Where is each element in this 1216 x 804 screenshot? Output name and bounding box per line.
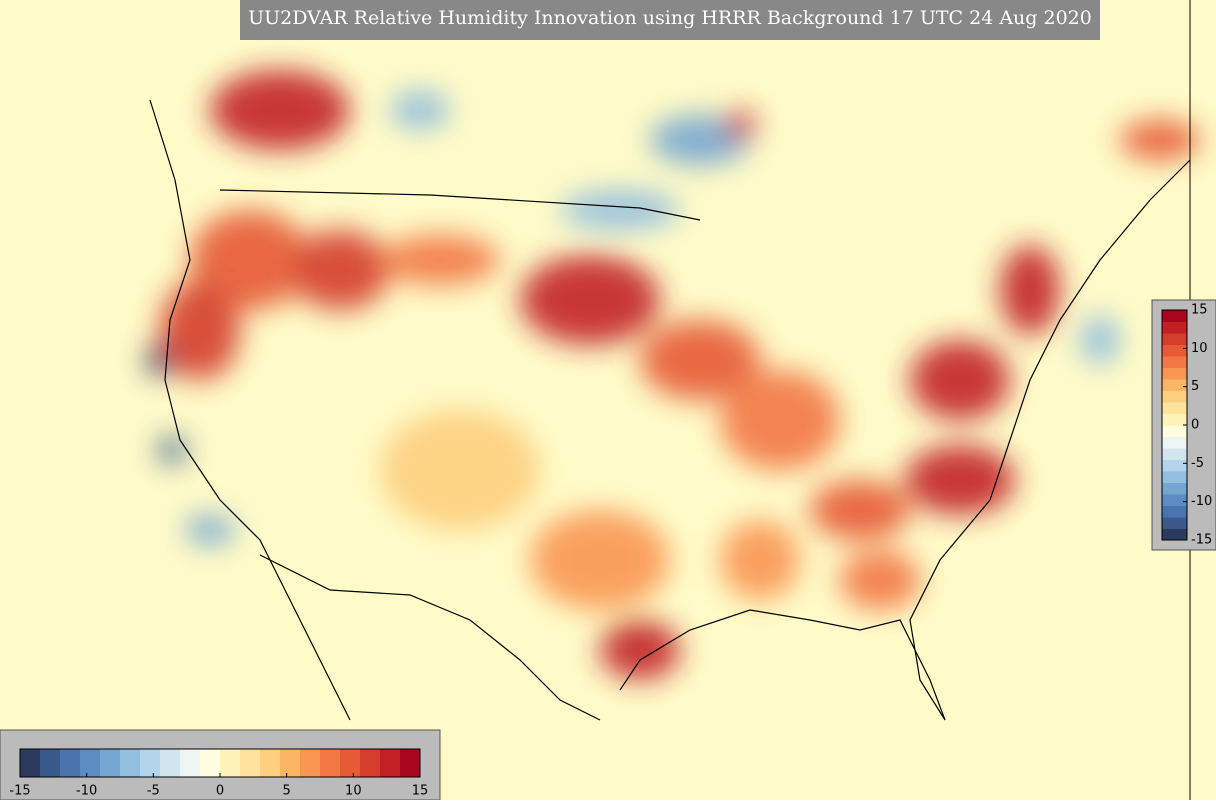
tick-label: 15 bbox=[412, 784, 429, 799]
tick-label: 0 bbox=[1191, 418, 1199, 433]
tick-label: -5 bbox=[147, 784, 160, 799]
colorbar-segment bbox=[100, 749, 121, 777]
colorbar-segment bbox=[1162, 333, 1187, 345]
colorbar-segment bbox=[280, 749, 301, 777]
colorbar-segment bbox=[1162, 448, 1187, 460]
colorbar-segment bbox=[80, 749, 101, 777]
title-box bbox=[240, 0, 1100, 40]
tick-label: 5 bbox=[1191, 379, 1199, 394]
colorbar-segment bbox=[160, 749, 181, 777]
tick-label: 10 bbox=[345, 784, 362, 799]
colorbar-segment bbox=[60, 749, 81, 777]
colorbar-segment bbox=[120, 749, 141, 777]
colorbar-segment bbox=[200, 749, 221, 777]
colorbar-segment bbox=[1162, 505, 1187, 518]
tick-label: -10 bbox=[76, 784, 97, 799]
tick-label: -15 bbox=[1191, 533, 1212, 548]
colorbar-segment bbox=[1162, 482, 1187, 495]
colorbar-segment bbox=[360, 749, 381, 777]
title: UU2DVAR Relative Humidity Innovation usi… bbox=[248, 7, 1092, 29]
colorbar-segment bbox=[40, 749, 61, 777]
colorbar-segment bbox=[320, 749, 341, 777]
colorbar-segment bbox=[1162, 517, 1187, 529]
colorbar-segment bbox=[380, 749, 401, 777]
tick-label: -5 bbox=[1191, 456, 1204, 471]
colorbar-segment bbox=[1162, 367, 1187, 380]
coastlines bbox=[149, 99, 1191, 721]
colorbar-segment bbox=[1162, 390, 1187, 403]
tick-label: 15 bbox=[1191, 303, 1208, 318]
colorbar-segment bbox=[300, 749, 321, 777]
colorbar-segment bbox=[140, 749, 161, 777]
colorbar-segment bbox=[240, 749, 261, 777]
colorbar-segment bbox=[1162, 379, 1187, 391]
colorbar-segment bbox=[1162, 494, 1187, 506]
colorbar-segment bbox=[220, 749, 241, 777]
colorbar-segment bbox=[1162, 413, 1187, 426]
colorbar-segment bbox=[1162, 344, 1187, 357]
tick-label: 5 bbox=[283, 784, 291, 799]
colorbar-segment bbox=[1162, 528, 1187, 541]
colorbar-segment bbox=[340, 749, 361, 777]
humidity-field bbox=[146, 70, 1200, 680]
colorbar-segment bbox=[1162, 310, 1187, 322]
colorbar-segment bbox=[1162, 356, 1187, 368]
colorbar-segment bbox=[400, 749, 421, 777]
colorbar-segment bbox=[1162, 471, 1187, 483]
tick-label: 10 bbox=[1191, 341, 1208, 356]
colorbar-segment bbox=[1162, 459, 1187, 472]
tick-label: 0 bbox=[216, 784, 224, 799]
colorbar-segment bbox=[260, 749, 281, 777]
tick-label: -10 bbox=[1191, 494, 1212, 509]
colorbar-segment bbox=[180, 749, 201, 777]
colorbar-segment bbox=[1162, 436, 1187, 449]
tick-label: -15 bbox=[9, 784, 30, 799]
colorbar-segment bbox=[20, 749, 41, 777]
colorbar-segment bbox=[1162, 321, 1187, 334]
colorbar-segment bbox=[1162, 402, 1187, 414]
colorbar-segment bbox=[1162, 425, 1187, 437]
